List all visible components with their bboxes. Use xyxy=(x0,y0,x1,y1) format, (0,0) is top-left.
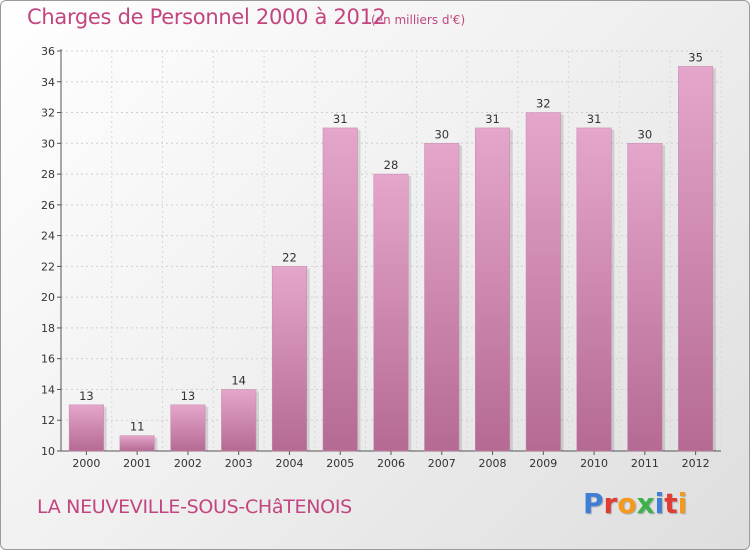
bar xyxy=(627,143,663,452)
y-tick-label: 26 xyxy=(41,199,55,212)
y-tick-label: 36 xyxy=(41,45,55,58)
data-label: 14 xyxy=(231,373,246,387)
data-label: 31 xyxy=(485,112,500,126)
x-tick-label: 2001 xyxy=(123,457,151,470)
x-tick-label: 2011 xyxy=(631,457,659,470)
chart-title: Charges de Personnel 2000 à 2012 xyxy=(27,5,386,29)
y-tick-label: 28 xyxy=(41,168,55,181)
x-tick-label: 2006 xyxy=(377,457,405,470)
bar xyxy=(170,404,206,452)
data-label: 31 xyxy=(587,112,602,126)
y-tick-label: 16 xyxy=(41,353,55,366)
logo-letter: P xyxy=(583,487,604,520)
y-tick-label: 14 xyxy=(41,383,55,396)
y-tick-label: 10 xyxy=(41,445,55,458)
bar xyxy=(475,127,511,452)
bar xyxy=(322,127,358,452)
bars xyxy=(68,66,716,452)
chart-unit: (en milliers d'€) xyxy=(371,13,466,27)
x-tick-label: 2003 xyxy=(225,457,253,470)
data-label: 30 xyxy=(638,127,653,141)
data-label: 30 xyxy=(434,127,449,141)
y-tick-label: 34 xyxy=(41,76,55,89)
data-label: 32 xyxy=(536,97,551,111)
data-label: 11 xyxy=(130,420,145,434)
data-label: 13 xyxy=(181,389,196,403)
x-tick-label: 2008 xyxy=(479,457,507,470)
place-name: LA NEUVEVILLE-SOUS-CHâTENOIS xyxy=(37,496,352,518)
bar xyxy=(271,266,307,452)
proxiti-logo[interactable]: Proxiti xyxy=(583,487,687,520)
x-tick-label: 2005 xyxy=(326,457,354,470)
logo-letter: i xyxy=(654,487,665,520)
y-tick-label: 24 xyxy=(41,230,55,243)
logo-letter: r xyxy=(603,487,618,520)
y-tick-label: 22 xyxy=(41,260,55,273)
x-tick-label: 2004 xyxy=(275,457,303,470)
y-tick-label: 20 xyxy=(41,291,55,304)
x-tick-label: 2012 xyxy=(682,457,710,470)
bar xyxy=(119,435,155,452)
bar xyxy=(678,66,714,452)
data-label: 22 xyxy=(282,250,297,264)
bar xyxy=(221,389,257,452)
y-tick-label: 30 xyxy=(41,137,55,150)
x-tick-label: 2007 xyxy=(428,457,456,470)
data-label: 13 xyxy=(79,389,94,403)
y-tick-label: 32 xyxy=(41,107,55,120)
logo-letter: o xyxy=(617,487,637,520)
data-label: 35 xyxy=(688,50,703,64)
data-label: 28 xyxy=(384,158,399,172)
y-tick-label: 12 xyxy=(41,414,55,427)
y-tick-label: 18 xyxy=(41,322,55,335)
logo-letter: i xyxy=(677,487,688,520)
logo-letter: x xyxy=(636,487,655,520)
labels: 13 2000 11 2001 13 2002 14 2003 22 2004 31 2005 28 20… xyxy=(72,50,709,470)
logo-letter: t xyxy=(664,487,678,520)
data-label: 31 xyxy=(333,112,348,126)
bar xyxy=(373,173,409,452)
bar xyxy=(576,127,612,452)
x-tick-label: 2010 xyxy=(580,457,608,470)
bar xyxy=(525,112,561,452)
bar xyxy=(424,143,460,452)
x-tick-label: 2009 xyxy=(529,457,557,470)
bar xyxy=(68,404,104,452)
x-tick-label: 2002 xyxy=(174,457,202,470)
x-tick-label: 2000 xyxy=(72,457,100,470)
